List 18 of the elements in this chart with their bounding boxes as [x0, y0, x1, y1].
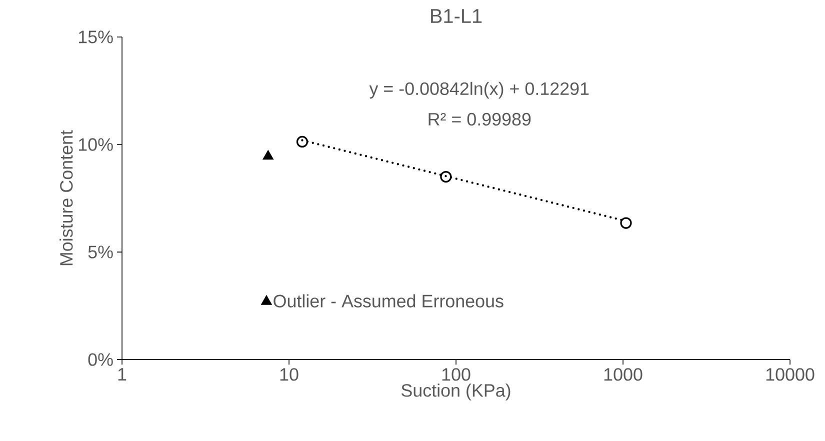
point	[440, 170, 452, 183]
annotation: y = -0.00842ln(x) + 0.12291	[369, 82, 589, 99]
x-tick-label: 100	[442, 368, 470, 381]
x-axis-title: Suction (KPa)	[402, 384, 510, 400]
x-tick-label: 10	[280, 368, 298, 381]
legend-label: Outlier - Assumed Erroneous	[274, 294, 504, 308]
chart-title: B1-L1	[431, 9, 482, 23]
annotation: R² = 0.99989	[428, 112, 531, 126]
y-tick-label: 10%	[78, 138, 113, 151]
x-tick-label: 10000	[766, 368, 814, 381]
x-tick-label: 1000	[604, 368, 642, 381]
y-axis-title: Moisture Content	[60, 130, 73, 266]
point	[263, 150, 274, 160]
x-tick-label: 1	[118, 368, 126, 380]
y-tick-label: 5%	[88, 246, 113, 258]
y-tick-label: 15%	[78, 30, 113, 44]
y-tick-label: 0%	[88, 353, 113, 366]
point	[620, 217, 632, 229]
